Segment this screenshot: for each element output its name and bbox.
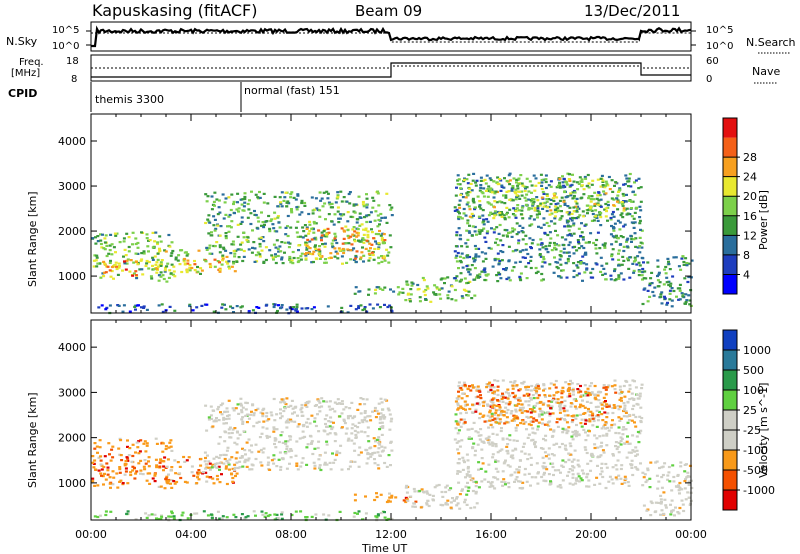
echo-region bbox=[91, 437, 174, 490]
x-axis-label: Time UT bbox=[361, 542, 407, 554]
colorbar-swatch bbox=[723, 254, 737, 275]
nave-series bbox=[91, 65, 691, 69]
echo-region bbox=[641, 255, 694, 308]
colorbar-swatch bbox=[723, 470, 737, 490]
nsky-panel: N.Sky 10^5 10^0 10^5 10^0 N.Search bbox=[6, 21, 796, 54]
x-tick-label: 08:00 bbox=[275, 528, 307, 541]
echo-region bbox=[153, 455, 239, 486]
nsky-series bbox=[91, 25, 692, 48]
x-tick-label: 04:00 bbox=[175, 528, 207, 541]
colorbar-swatch bbox=[723, 274, 737, 294]
date-title: 13/Dec/2011 bbox=[584, 2, 680, 20]
colorbar-swatch bbox=[723, 390, 737, 410]
colorbar-tick-label: -100 bbox=[743, 444, 768, 457]
colorbar-tick-label: 1000 bbox=[743, 344, 771, 357]
x-tick-label: 12:00 bbox=[375, 528, 407, 541]
velocity-panel: 1000 2000 3000 4000 00:00 04:00 08:00 12:00 16:0… bbox=[58, 319, 707, 541]
nsearch-series bbox=[91, 32, 691, 43]
colorbar-tick-label: 4 bbox=[743, 268, 750, 281]
echo-region bbox=[641, 460, 694, 517]
echo-region bbox=[353, 286, 413, 296]
freq-unit: [MHz] bbox=[11, 68, 40, 79]
power-panel: 1000 2000 3000 4000 bbox=[58, 113, 694, 315]
nsky-label: N.Sky bbox=[6, 35, 38, 48]
freq-series bbox=[91, 62, 691, 78]
colorbar-swatch bbox=[723, 410, 737, 430]
cpid-label: CPID bbox=[8, 87, 37, 100]
x-tick-label: 20:00 bbox=[575, 528, 607, 541]
colorbar-tick-label: 24 bbox=[743, 171, 757, 184]
colorbar-swatch bbox=[723, 490, 737, 510]
freq-tick-low: 8 bbox=[71, 74, 77, 85]
colorbar-swatch bbox=[723, 370, 737, 390]
power-colorbar-label: Power [dB] bbox=[757, 190, 770, 250]
colorbar-tick-label: 12 bbox=[743, 229, 757, 242]
nave-tick-low: 0 bbox=[706, 74, 712, 85]
colorbar-tick-label: 25 bbox=[743, 404, 757, 417]
y-tick-label: 1000 bbox=[58, 270, 86, 283]
colorbar-tick-label: -25 bbox=[743, 424, 761, 437]
freq-label: Freq. bbox=[19, 57, 44, 68]
colorbar-tick-label: -500 bbox=[743, 464, 768, 477]
cpid-entry-normal: normal (fast) 151 bbox=[244, 84, 340, 97]
colorbar-swatch bbox=[723, 176, 737, 197]
colorbar-swatch bbox=[723, 215, 737, 236]
echo-region bbox=[453, 172, 644, 283]
echo-region bbox=[303, 227, 389, 261]
colorbar-swatch bbox=[723, 430, 737, 450]
station-title: Kapuskasing (fitACF) bbox=[92, 1, 257, 20]
echo-region bbox=[203, 397, 394, 472]
echo-region bbox=[404, 276, 479, 303]
y-tick-label: 3000 bbox=[58, 386, 86, 399]
velocity-y-label: Slant Range [km] bbox=[26, 392, 39, 488]
nsearch-label: N.Search bbox=[746, 36, 796, 49]
echo-region bbox=[456, 383, 631, 427]
power-colorbar: 4 8 12 16 20 24 28 bbox=[722, 117, 757, 295]
nsearch-tick-low: 10^0 bbox=[706, 41, 733, 52]
beam-title: Beam 09 bbox=[355, 2, 422, 20]
colorbar-swatch bbox=[723, 350, 737, 370]
nsky-tick-high: 10^5 bbox=[52, 25, 79, 36]
colorbar-tick-label: -1000 bbox=[743, 484, 775, 497]
colorbar-tick-label: 8 bbox=[743, 249, 750, 262]
cpid-entry-themis: themis 3300 bbox=[95, 93, 164, 106]
echo-region bbox=[102, 259, 138, 278]
freq-tick-high: 18 bbox=[66, 56, 79, 67]
velocity-colorbar-label: Velocity [m s^-1] bbox=[757, 383, 770, 478]
y-tick-label: 3000 bbox=[58, 180, 86, 193]
cpid-panel: CPID themis 3300 normal (fast) 151 bbox=[8, 82, 340, 112]
colorbar-tick-label: 28 bbox=[743, 151, 757, 164]
colorbar-swatch bbox=[723, 118, 737, 138]
colorbar-swatch bbox=[723, 450, 737, 470]
x-tick-label: 00:00 bbox=[675, 528, 707, 541]
colorbar-tick-label: 500 bbox=[743, 364, 764, 377]
echo-region bbox=[404, 483, 479, 510]
colorbar-swatch bbox=[723, 330, 737, 350]
colorbar-swatch bbox=[723, 196, 737, 216]
nave-label: Nave bbox=[752, 65, 780, 78]
colorbar-swatch bbox=[723, 235, 737, 255]
echo-region bbox=[456, 177, 632, 220]
colorbar-swatch bbox=[723, 157, 737, 177]
nsearch-tick-high: 10^5 bbox=[706, 25, 733, 36]
echo-region bbox=[204, 190, 394, 265]
freq-panel: Freq. [MHz] 18 8 60 0 Nave bbox=[11, 54, 780, 85]
nsky-tick-low: 10^0 bbox=[52, 41, 79, 52]
nave-tick-high: 60 bbox=[706, 56, 719, 67]
x-tick-label: 16:00 bbox=[475, 528, 507, 541]
colorbar-tick-label: 100 bbox=[743, 384, 764, 397]
colorbar-swatch bbox=[723, 137, 737, 158]
y-tick-label: 2000 bbox=[58, 225, 86, 238]
y-tick-label: 4000 bbox=[58, 135, 86, 148]
colorbar-tick-label: 16 bbox=[743, 210, 757, 223]
y-tick-label: 2000 bbox=[58, 432, 86, 445]
velocity-colorbar: -1000 -500 -100 -25 25 100 500 1000 bbox=[722, 329, 775, 511]
x-tick-label: 00:00 bbox=[75, 528, 107, 541]
power-y-label: Slant Range [km] bbox=[26, 191, 39, 287]
y-tick-label: 4000 bbox=[58, 341, 86, 354]
y-tick-label: 1000 bbox=[58, 477, 86, 490]
colorbar-tick-label: 20 bbox=[743, 190, 757, 203]
